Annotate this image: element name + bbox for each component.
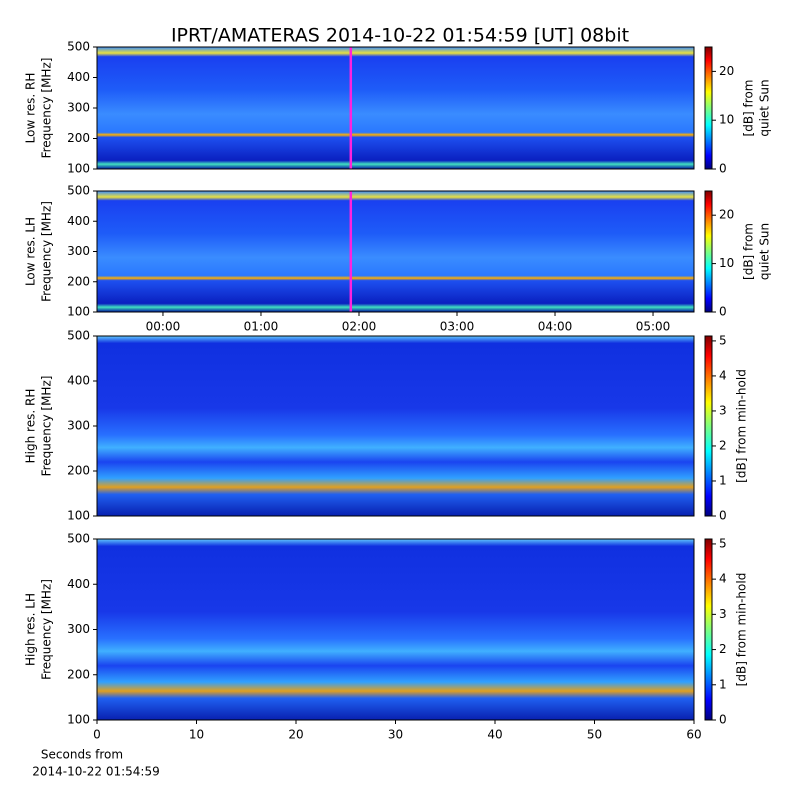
spectrogram (97, 191, 694, 312)
colorbar-tick-label: 5 (719, 536, 727, 550)
colorbar-tick-label: 0 (719, 162, 727, 176)
x-tick-label: 02:00 (342, 320, 377, 334)
colorbar-tick-label: 20 (719, 208, 734, 222)
y-tick-label: 200 (67, 274, 90, 288)
colorbar-tick-label: 0 (719, 305, 727, 319)
colorbar-tick-label: 4 (719, 572, 727, 586)
colorbar-label: [dB] from min-hold (735, 369, 749, 483)
colorbar-label: [dB] from min-hold (735, 573, 749, 687)
x-tick-label: 60 (686, 728, 701, 742)
y-axis-label: Frequency [MHz] (40, 201, 54, 302)
colorbar-label: [dB] from (742, 80, 756, 137)
colorbar (704, 538, 713, 721)
y-tick-label: 300 (67, 622, 90, 636)
colorbar-label: quiet Sun (758, 223, 772, 280)
y-tick-label: 300 (67, 101, 90, 115)
colorbar (704, 335, 713, 517)
colorbar-tick-label: 2 (719, 642, 727, 656)
y-axis-label: High res. RH (24, 389, 38, 464)
colorbar-tick-label: 1 (719, 677, 727, 691)
colorbar-tick-label: 2 (719, 438, 727, 452)
y-tick-label: 400 (67, 214, 90, 228)
x-tick-label: 04:00 (538, 320, 573, 334)
colorbar-label: quiet Sun (758, 79, 772, 136)
colorbar-tick-label: 0 (719, 509, 727, 523)
y-axis-label: Low res. RH (24, 73, 38, 144)
y-tick-label: 400 (67, 374, 90, 388)
x-tick-label: 40 (487, 728, 502, 742)
y-tick-label: 300 (67, 244, 90, 258)
y-axis-label: Frequency [MHz] (40, 579, 54, 680)
x-tick-label: 50 (587, 728, 602, 742)
spectrogram (97, 47, 694, 169)
x-tick-label: 30 (388, 728, 403, 742)
x-tick-label: 20 (288, 728, 303, 742)
x-tick-label: 05:00 (636, 320, 671, 334)
colorbar-tick-label: 1 (719, 473, 727, 487)
x-axis-label: 2014-10-22 01:54:59 (32, 765, 159, 779)
colorbar (704, 190, 713, 313)
y-tick-label: 400 (67, 70, 90, 84)
colorbar-tick-label: 10 (719, 113, 734, 127)
x-tick-label: 10 (189, 728, 204, 742)
y-tick-label: 200 (67, 464, 90, 478)
y-tick-label: 500 (67, 532, 90, 546)
colorbar-tick-label: 4 (719, 368, 727, 382)
colorbar-label: [dB] from (742, 223, 756, 280)
y-tick-label: 500 (67, 40, 90, 54)
colorbar-tick-label: 5 (719, 333, 727, 347)
y-tick-label: 100 (67, 305, 90, 319)
y-axis-label: Low res. LH (24, 217, 38, 286)
y-tick-label: 200 (67, 667, 90, 681)
y-tick-label: 300 (67, 419, 90, 433)
y-tick-label: 100 (67, 713, 90, 727)
y-axis-label: Frequency [MHz] (40, 376, 54, 477)
colorbar-tick-label: 10 (719, 256, 734, 270)
spectrogram (97, 336, 694, 516)
y-tick-label: 400 (67, 577, 90, 591)
colorbar-tick-label: 3 (719, 607, 727, 621)
x-tick-label: 01:00 (244, 320, 279, 334)
colorbar-tick-label: 0 (719, 713, 727, 727)
y-tick-label: 500 (67, 184, 90, 198)
x-tick-label: 00:00 (146, 320, 181, 334)
y-axis-label: High res. LH (24, 593, 38, 666)
colorbar-tick-label: 20 (719, 64, 734, 78)
y-tick-label: 500 (67, 329, 90, 343)
figure-title: IPRT/AMATERAS 2014-10-22 01:54:59 [UT] 0… (171, 25, 629, 47)
x-axis-label: Seconds from (41, 748, 123, 762)
x-tick-label: 03:00 (440, 320, 475, 334)
colorbar-tick-label: 3 (719, 403, 727, 417)
y-tick-label: 100 (67, 162, 90, 176)
x-tick-label: 0 (93, 728, 101, 742)
y-tick-label: 200 (67, 131, 90, 145)
spectrogram (97, 539, 694, 720)
colorbar (704, 46, 713, 170)
y-tick-label: 100 (67, 509, 90, 523)
y-axis-label: Frequency [MHz] (40, 58, 54, 159)
